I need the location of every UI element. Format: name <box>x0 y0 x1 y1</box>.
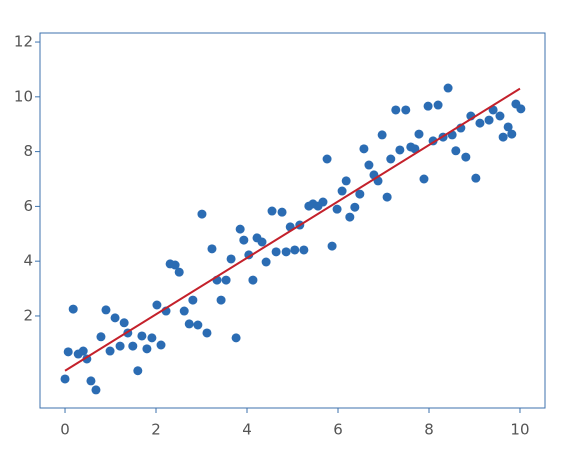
point <box>267 206 277 216</box>
point <box>78 346 88 356</box>
point <box>443 83 453 93</box>
point <box>327 241 337 251</box>
point <box>498 132 508 142</box>
point <box>128 341 138 351</box>
point <box>345 212 355 222</box>
point <box>433 100 443 110</box>
point <box>96 332 106 342</box>
point <box>341 176 351 186</box>
point <box>451 146 461 156</box>
point <box>507 129 517 139</box>
point <box>391 105 401 115</box>
x-tick-label: 4 <box>242 421 252 439</box>
point <box>147 333 157 343</box>
y-tick-label: 10 <box>14 87 33 105</box>
point <box>423 101 433 111</box>
point <box>484 115 494 125</box>
point <box>152 300 162 310</box>
x-tick-label: 10 <box>510 421 529 439</box>
point <box>197 209 207 219</box>
point <box>377 130 387 140</box>
point <box>86 376 96 386</box>
point <box>337 186 347 196</box>
point <box>277 207 287 217</box>
point <box>60 374 70 384</box>
point <box>231 333 241 343</box>
y-tick-label: 4 <box>23 252 33 270</box>
point <box>184 319 194 329</box>
point <box>364 160 374 170</box>
point <box>91 385 101 395</box>
fit-line <box>64 87 521 372</box>
plot-frame <box>39 32 546 409</box>
point <box>216 295 226 305</box>
point <box>207 244 217 254</box>
point <box>401 105 411 115</box>
point <box>142 344 152 354</box>
point <box>395 145 405 155</box>
y-tick-label: 2 <box>23 306 33 324</box>
point <box>174 267 184 277</box>
point <box>179 306 189 316</box>
point <box>322 154 332 164</box>
point <box>226 254 236 264</box>
point <box>101 305 111 315</box>
point <box>105 346 115 356</box>
point <box>299 245 309 255</box>
x-tick-label: 0 <box>60 421 70 439</box>
point <box>332 204 342 214</box>
point <box>170 260 180 270</box>
point <box>419 174 429 184</box>
y-tick-label: 12 <box>14 33 33 51</box>
x-tick-label: 6 <box>333 421 343 439</box>
point <box>115 341 125 351</box>
point <box>188 295 198 305</box>
point <box>257 237 267 247</box>
point <box>414 129 424 139</box>
point <box>239 235 249 245</box>
point <box>290 245 300 255</box>
point <box>137 331 147 341</box>
point <box>350 202 360 212</box>
point <box>133 366 143 376</box>
point <box>475 118 485 128</box>
x-tick-label: 2 <box>151 421 161 439</box>
point <box>221 275 231 285</box>
point <box>68 304 78 314</box>
point <box>461 152 471 162</box>
point <box>355 189 365 199</box>
point <box>202 328 212 338</box>
y-tick-label: 6 <box>23 197 33 215</box>
point <box>271 247 281 257</box>
point <box>495 111 505 121</box>
point <box>261 257 271 267</box>
point <box>193 320 203 330</box>
point <box>63 347 73 357</box>
point <box>382 192 392 202</box>
point <box>156 340 166 350</box>
point <box>359 144 369 154</box>
point <box>248 275 258 285</box>
x-tick-label: 8 <box>424 421 434 439</box>
point <box>281 247 291 257</box>
point <box>503 122 513 132</box>
point <box>410 144 420 154</box>
point <box>386 154 396 164</box>
point <box>110 313 120 323</box>
point <box>516 104 526 114</box>
point <box>318 197 328 207</box>
point <box>119 318 129 328</box>
point <box>235 224 245 234</box>
point <box>471 173 481 183</box>
y-tick-label: 8 <box>23 142 33 160</box>
